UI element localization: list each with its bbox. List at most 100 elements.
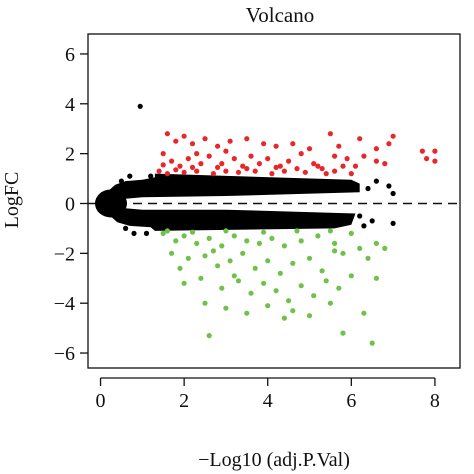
data-point <box>361 223 367 229</box>
x-tick-label: 8 <box>430 390 440 412</box>
data-point <box>281 315 287 321</box>
data-point <box>256 240 262 246</box>
data-point <box>382 161 388 167</box>
data-point <box>294 166 300 172</box>
data-point <box>290 308 296 314</box>
data-point <box>273 143 279 149</box>
data-point <box>327 131 333 137</box>
data-point <box>227 258 233 264</box>
data-point <box>215 143 221 149</box>
data-point <box>273 164 279 170</box>
data-point <box>231 156 237 162</box>
data-point <box>265 303 271 309</box>
data-point <box>160 151 166 157</box>
data-point <box>244 310 250 316</box>
data-point <box>298 283 304 289</box>
data-point <box>244 136 250 142</box>
data-point <box>181 169 187 175</box>
data-point <box>215 263 221 269</box>
x-tick-label: 6 <box>346 390 356 412</box>
data-point <box>164 171 170 177</box>
data-point <box>286 158 292 164</box>
nonsignificant-points-cloud <box>94 173 360 231</box>
data-point <box>206 235 212 241</box>
data-point <box>315 163 321 169</box>
data-point <box>357 136 363 142</box>
data-point <box>340 330 346 336</box>
data-point <box>148 173 154 179</box>
data-point <box>365 255 371 261</box>
data-point <box>156 168 162 174</box>
data-point <box>127 173 133 179</box>
data-point <box>373 275 379 281</box>
data-point <box>185 255 191 261</box>
data-point <box>311 293 317 299</box>
data-point <box>223 168 229 174</box>
data-point <box>273 288 279 294</box>
data-point <box>361 153 367 159</box>
data-point <box>143 230 150 236</box>
data-point <box>118 178 124 184</box>
data-point <box>327 300 333 306</box>
data-point <box>185 156 191 162</box>
data-point <box>206 153 212 159</box>
data-point <box>369 340 375 346</box>
data-point <box>357 245 363 251</box>
data-point <box>169 250 175 256</box>
data-point <box>281 168 287 174</box>
data-point <box>390 133 396 139</box>
data-point <box>319 166 325 172</box>
data-point <box>248 153 254 159</box>
x-tick-label: 2 <box>179 390 189 412</box>
data-point <box>202 253 208 259</box>
x-tick-label: 4 <box>263 390 273 412</box>
data-point <box>277 163 283 169</box>
data-point <box>244 166 250 172</box>
data-point <box>298 151 304 157</box>
data-point <box>265 258 271 264</box>
data-point <box>189 141 196 147</box>
data-point <box>344 156 350 162</box>
x-tick-label: 0 <box>96 390 106 412</box>
data-point <box>348 230 354 236</box>
data-point <box>323 278 329 284</box>
plot-frame <box>87 33 461 369</box>
data-point <box>352 163 359 169</box>
data-point <box>177 265 183 271</box>
data-point <box>219 243 225 249</box>
data-points <box>118 103 438 346</box>
data-point <box>219 161 225 167</box>
data-point <box>173 167 179 173</box>
data-point <box>298 238 304 244</box>
data-point <box>286 298 292 304</box>
upper-black-mass <box>102 173 360 201</box>
data-point <box>164 228 170 234</box>
data-point <box>252 168 258 174</box>
y-tick-label: −2 <box>54 243 75 265</box>
data-point <box>202 136 208 142</box>
data-point <box>173 138 179 144</box>
data-point <box>336 143 342 149</box>
data-point <box>131 230 137 236</box>
data-point <box>373 158 379 164</box>
data-point <box>189 164 196 170</box>
data-point <box>390 220 396 226</box>
chart-title: Volcano <box>246 3 314 27</box>
data-point <box>137 103 143 109</box>
data-point <box>227 138 233 144</box>
origin-black-mass <box>94 189 127 218</box>
y-tick-label: 6 <box>65 44 75 66</box>
y-tick-label: 0 <box>65 193 75 215</box>
data-point <box>336 285 342 291</box>
x-axis-label: −Log10 (adj.P.Val) <box>198 449 350 471</box>
data-point <box>327 228 333 234</box>
data-point <box>373 240 379 246</box>
data-point <box>373 178 379 184</box>
data-point <box>181 233 187 239</box>
data-point <box>332 153 338 159</box>
data-point <box>311 161 317 167</box>
data-point <box>164 131 170 137</box>
data-point <box>332 248 338 254</box>
